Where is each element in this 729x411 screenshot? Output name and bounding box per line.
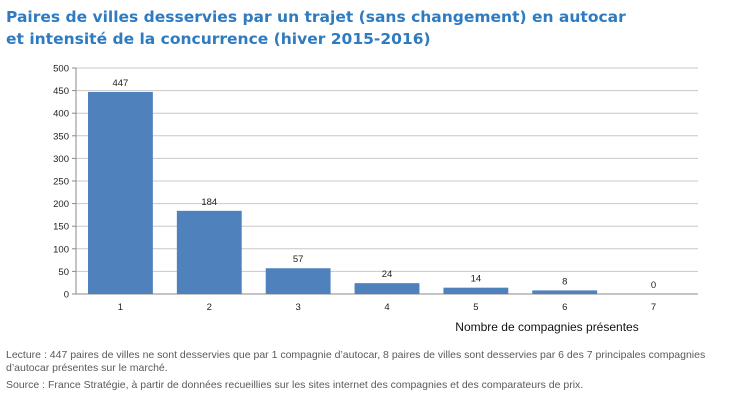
x-tick-label: 1 — [118, 302, 123, 313]
y-tick-label: 400 — [53, 109, 69, 120]
y-tick-label: 300 — [53, 154, 69, 165]
y-tick-label: 200 — [53, 199, 69, 210]
x-tick-label: 7 — [651, 302, 656, 313]
chart-title-line-1: Paires de villes desservies par un traje… — [6, 8, 626, 26]
y-tick-label: 450 — [53, 86, 69, 97]
y-tick-label: 50 — [58, 267, 69, 278]
bar — [265, 268, 331, 294]
chart-notes: Lecture : 447 paires de villes ne sont d… — [6, 349, 721, 392]
bar — [354, 283, 420, 294]
y-tick-label: 100 — [53, 244, 69, 255]
bar — [176, 210, 242, 294]
bar-chart: 0 50 100 150 200 250 300 350 400 450 500 1 2 3 4 5 6 7 44… — [53, 64, 698, 334]
gridlines — [76, 67, 698, 272]
source-note: Source : France Stratégie, à partir de d… — [6, 379, 584, 391]
data-labels: 447 184 57 24 14 8 0 — [112, 78, 656, 291]
bars — [87, 91, 598, 295]
data-label: 57 — [293, 254, 304, 265]
data-label: 0 — [651, 280, 656, 291]
chart-title-line-2: et intensité de la concurrence (hiver 20… — [6, 30, 431, 48]
bar — [87, 91, 153, 295]
y-tick-label: 500 — [53, 64, 69, 75]
x-axis-title: Nombre de compagnies présentes — [455, 320, 638, 334]
y-tick-label: 350 — [53, 131, 69, 142]
y-tick-label: 250 — [53, 177, 69, 188]
chart-title: Paires de villes desservies par un traje… — [6, 6, 706, 50]
data-label: 8 — [562, 276, 567, 287]
y-tick-label: 150 — [53, 222, 69, 233]
y-tick-label: 0 — [64, 290, 69, 301]
data-label: 14 — [471, 274, 482, 285]
x-tick-label: 6 — [562, 302, 567, 313]
data-label: 447 — [112, 78, 128, 89]
data-label: 24 — [382, 269, 393, 280]
x-tick-label: 4 — [384, 302, 389, 313]
data-label: 184 — [201, 197, 217, 208]
bar — [532, 290, 598, 294]
x-tick-label: 2 — [207, 302, 212, 313]
bar — [443, 287, 509, 294]
lecture-note: Lecture : 447 paires de villes ne sont d… — [6, 349, 706, 374]
x-tick-label: 5 — [473, 302, 478, 313]
x-tick-label: 3 — [295, 302, 300, 313]
